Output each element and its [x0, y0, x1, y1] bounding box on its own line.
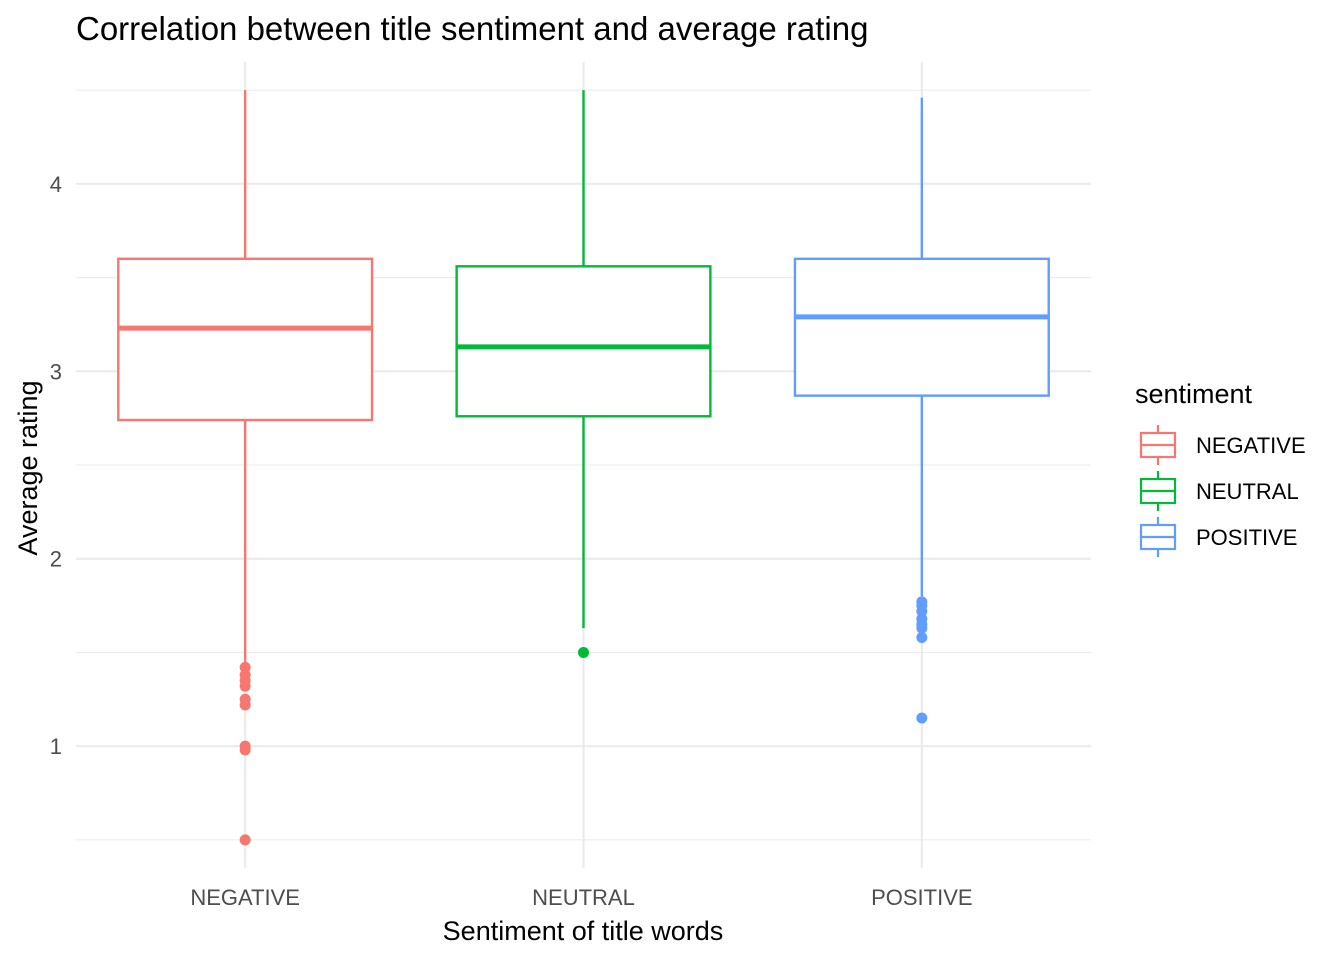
box-iqr [793, 257, 1050, 397]
x-axis: NEGATIVE NEUTRAL POSITIVE [190, 885, 972, 910]
y-tick-label: 2 [50, 547, 62, 572]
chart-title: Correlation between title sentiment and … [76, 10, 868, 47]
x-axis-title: Sentiment of title words [443, 916, 724, 946]
box-iqr [117, 257, 374, 422]
outlier-point [239, 834, 251, 846]
x-tick-label: POSITIVE [871, 885, 972, 910]
y-axis-title: Average rating [13, 380, 43, 555]
outlier-point [239, 744, 251, 756]
legend-label: NEUTRAL [1196, 479, 1299, 504]
legend-label: POSITIVE [1196, 525, 1297, 550]
x-tick-label: NEGATIVE [190, 885, 300, 910]
legend-key-neutral: NEUTRAL [1139, 471, 1299, 511]
y-tick-label: 4 [50, 172, 62, 197]
box-negative [117, 90, 374, 846]
x-tick-label: NEUTRAL [532, 885, 635, 910]
legend-title: sentiment [1135, 379, 1253, 409]
outlier-point [239, 699, 251, 711]
box-layer [117, 90, 1050, 846]
outlier-point [916, 631, 928, 643]
box-positive [793, 97, 1050, 724]
box-neutral [455, 90, 712, 658]
outlier-point [916, 712, 928, 724]
legend-key-negative: NEGATIVE [1139, 425, 1306, 465]
y-tick-label: 3 [50, 359, 62, 384]
legend: sentiment NEGATIVE NEUTRAL POSITIVE [1135, 379, 1306, 557]
legend-label: NEGATIVE [1196, 433, 1306, 458]
outlier-point [916, 622, 928, 634]
legend-key-positive: POSITIVE [1139, 517, 1297, 557]
y-axis: 1 2 3 4 [50, 172, 62, 759]
y-tick-label: 1 [50, 734, 62, 759]
outlier-point [239, 680, 251, 692]
box-iqr [455, 265, 712, 418]
outlier-point [578, 646, 589, 658]
